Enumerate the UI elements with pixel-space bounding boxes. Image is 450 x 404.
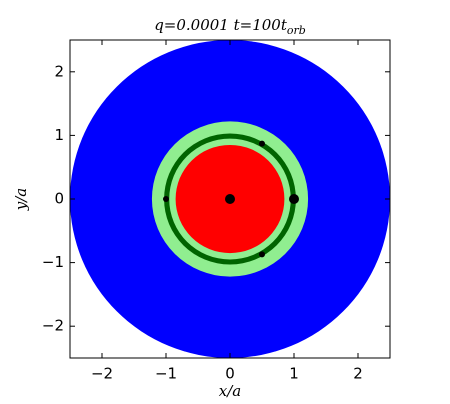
y-tick-label: 1 [54, 126, 64, 144]
y-tick-label: −1 [42, 253, 64, 271]
title-main: q=0.0001 t=100t [154, 16, 288, 34]
y-tick-label: 2 [54, 62, 64, 80]
x-tick-label: 2 [353, 365, 363, 383]
x-tick-label: 1 [289, 365, 299, 383]
x-axis-label: x/a [219, 382, 241, 400]
body-marker [259, 140, 265, 147]
y-axis-label: y/a [12, 188, 30, 211]
title-subscript: orb [287, 24, 306, 37]
particle-region [151, 121, 309, 277]
body-marker [259, 251, 265, 258]
y-tick-label: −2 [42, 317, 64, 335]
body-marker [225, 194, 235, 204]
body-marker [289, 194, 299, 204]
x-tick-label: −1 [155, 365, 177, 383]
x-tick-label: 0 [225, 365, 235, 383]
y-tick-label: 0 [54, 190, 64, 208]
chart-title: q=0.0001 t=100torb [154, 16, 306, 37]
plot-area [70, 40, 390, 358]
body-marker [163, 196, 169, 202]
x-tick-label: −2 [91, 365, 113, 383]
